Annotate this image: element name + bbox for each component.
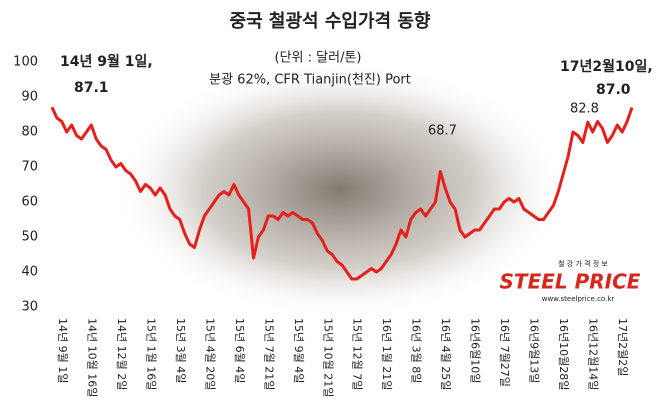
y-tick-label: 50 [21, 230, 38, 245]
x-tick-label: 15년 1월 16일 [144, 318, 158, 390]
annotation: 68.7 [428, 124, 457, 139]
logo-small: 철 강 가 격 정 보 [558, 259, 608, 268]
x-tick-label: 14년 12월 2일 [115, 318, 129, 390]
x-tick-label: 15년 10월 21일 [321, 318, 335, 397]
x-tick-label: 14년 10월 16일 [85, 318, 99, 397]
logo-url: www.steelprice.co.kr [542, 295, 615, 303]
y-tick-label: 30 [21, 300, 38, 315]
x-tick-label: 16년12월14일 [587, 318, 601, 390]
note: 분광 62%, CFR Tianjin(천진) Port [209, 73, 411, 88]
x-tick-label: 15년 4월 20일 [203, 318, 217, 390]
chart-title: 중국 철광석 수입가격 동향 [230, 10, 431, 32]
x-tick-label: 15년 7월 21일 [262, 318, 276, 390]
x-tick-label: 15년 9월 4일 [292, 318, 306, 383]
x-tick-label: 16년 7월27일 [498, 318, 512, 387]
x-tick-label: 16년 3월 8일 [410, 318, 424, 383]
x-tick-label: 14년 9월 1일 [56, 318, 70, 383]
y-tick-label: 80 [21, 125, 38, 140]
logo-name: STEEL PRICE [500, 270, 641, 294]
annotation: 82.8 [570, 102, 599, 117]
x-tick-label: 17년2월2일 [616, 318, 630, 376]
x-tick-label: 16년10월28일 [557, 318, 571, 390]
background-photo [110, 60, 570, 320]
annotation: 14년 9월 1일, [60, 53, 153, 70]
y-tick-label: 90 [21, 90, 38, 105]
x-tick-label: 16년 1월 21일 [380, 318, 394, 390]
x-tick-label: 16년6월10일 [469, 318, 483, 383]
x-tick-label: 15년 3월 4일 [174, 318, 188, 383]
annotation: 87.0 [596, 82, 631, 98]
y-tick-label: 70 [21, 160, 38, 175]
y-tick-label: 60 [21, 195, 38, 210]
x-tick-label: 16년 4월 25일 [439, 318, 453, 390]
annotation: 17년2월10일, [560, 58, 653, 75]
line [50, 106, 634, 281]
x-tick-label: 16년9월13일 [528, 318, 542, 383]
annotation: 87.1 [74, 80, 109, 96]
y-tick-label: 40 [21, 265, 38, 280]
x-tick-label: 15년 12월 7일 [351, 318, 365, 390]
x-tick-label: 15년 6월 4일 [233, 318, 247, 383]
y-tick-label: 100 [13, 55, 38, 70]
subtitle: (단위 : 달러/톤) [275, 51, 362, 66]
